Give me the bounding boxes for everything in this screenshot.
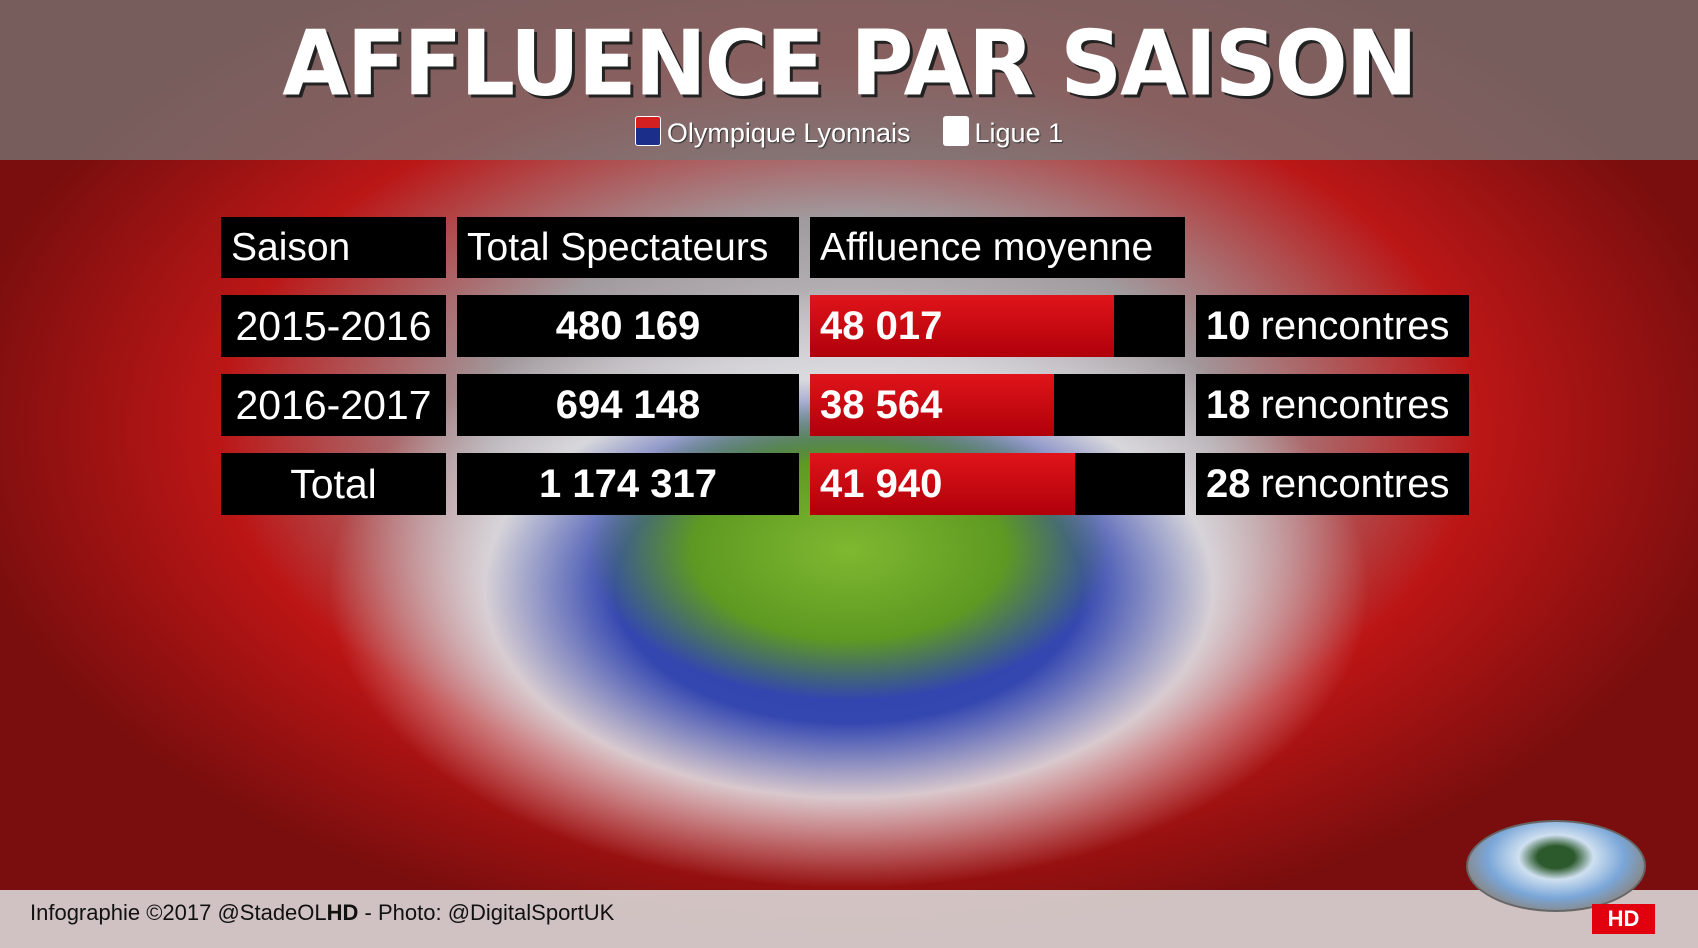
- average-value: 41 940: [820, 461, 943, 506]
- footer-credits: Infographie ©2017 @StadeOLHD - Photo: @D…: [0, 890, 1698, 948]
- total-cell: 480 169: [457, 295, 799, 357]
- league-name: Ligue 1: [974, 118, 1064, 148]
- photo-credit: - Photo: @DigitalSportUK: [358, 900, 615, 925]
- credit-bold: HD: [326, 900, 359, 925]
- header-band: [0, 0, 1698, 160]
- club-name: Olympique Lyonnais: [666, 118, 911, 148]
- matches-label: rencontres: [1260, 382, 1450, 427]
- average-cell: 38 564: [810, 374, 1185, 436]
- olympique-lyonnais-logo-icon: [634, 116, 661, 146]
- matches-label: rencontres: [1260, 461, 1450, 506]
- average-bar: [810, 374, 1054, 436]
- header-average: Affluence moyenne: [810, 217, 1185, 278]
- league-label: Ligue 1: [942, 116, 1064, 149]
- average-value: 38 564: [820, 382, 943, 427]
- subtitle: Olympique Lyonnais Ligue 1: [0, 116, 1698, 149]
- matches-count: 10: [1206, 303, 1251, 348]
- season-cell: 2015-2016: [221, 295, 446, 357]
- average-cell: 41 940: [810, 453, 1185, 515]
- header-season: Saison: [221, 217, 446, 278]
- matches-count: 18: [1206, 382, 1251, 427]
- season-cell: Total: [221, 453, 446, 515]
- matches-cell: 10 rencontres: [1196, 295, 1469, 357]
- total-cell: 694 148: [457, 374, 799, 436]
- average-bar: [810, 453, 1076, 515]
- matches-count: 28: [1206, 461, 1251, 506]
- matches-cell: 28 rencontres: [1196, 453, 1469, 515]
- stadium-icon: [1466, 820, 1646, 912]
- hd-badge: HD: [1592, 904, 1655, 934]
- average-cell: 48 017: [810, 295, 1185, 357]
- header-total: Total Spectateurs: [457, 217, 799, 278]
- ligue-1-logo-icon: [942, 116, 969, 146]
- club-label: Olympique Lyonnais: [634, 116, 911, 149]
- credit-text: Infographie ©2017 @StadeOL: [30, 900, 327, 925]
- average-value: 48 017: [820, 303, 943, 348]
- matches-label: rencontres: [1260, 303, 1450, 348]
- matches-cell: 18 rencontres: [1196, 374, 1469, 436]
- average-bar: [810, 295, 1114, 357]
- page-title: AFFLUENCE PAR SAISON: [282, 11, 1418, 117]
- total-cell: 1 174 317: [457, 453, 799, 515]
- season-cell: 2016-2017: [221, 374, 446, 436]
